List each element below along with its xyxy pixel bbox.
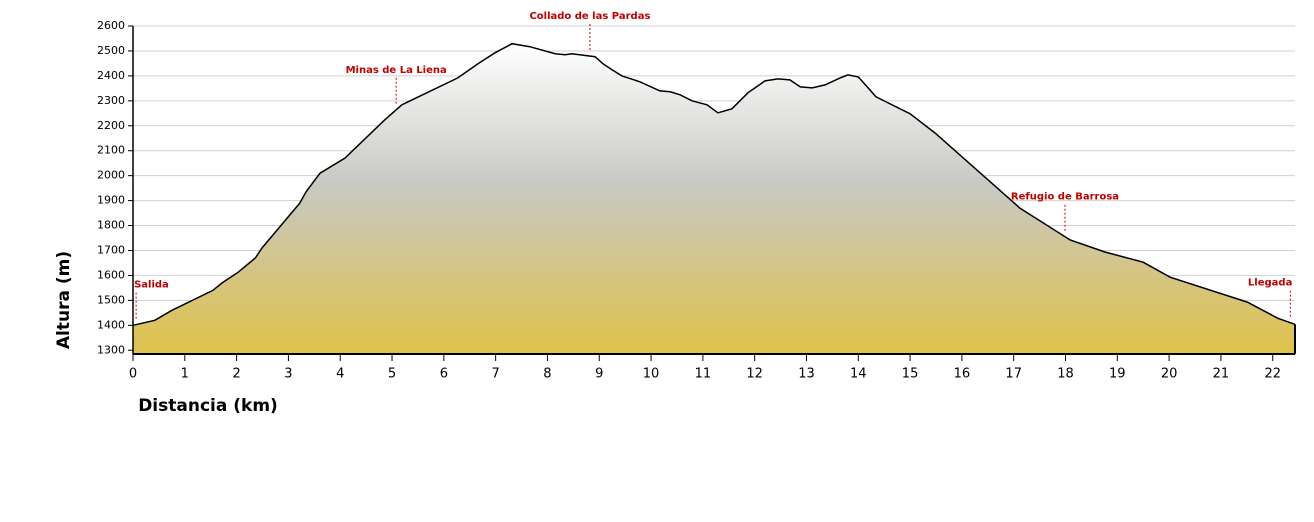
profile-line	[132, 42, 1296, 327]
x-tick-label: 3	[284, 367, 292, 382]
x-tick-label: 0	[129, 367, 137, 382]
y-tick-label: 2400	[97, 69, 125, 82]
y-tick-label: 1800	[97, 219, 125, 232]
x-tick-label: 16	[954, 367, 971, 382]
y-tick-label: 2000	[97, 169, 125, 182]
annotation-label: Salida	[134, 280, 169, 291]
y-axis-label: Altura (m)	[54, 251, 74, 349]
x-tick-label: 11	[695, 367, 712, 382]
y-tick-label: 1300	[97, 343, 125, 356]
y-tick-label: 1500	[97, 293, 125, 306]
x-tick-label: 18	[1057, 367, 1074, 382]
x-tick-label: 2	[232, 367, 240, 382]
x-tick-label: 14	[850, 367, 867, 382]
x-tick-label: 4	[336, 367, 344, 382]
y-tick-label: 2600	[97, 19, 125, 32]
y-tick-label: 2200	[97, 119, 125, 132]
y-tick-label: 1400	[97, 318, 125, 331]
y-tick-label: 2300	[97, 94, 125, 107]
x-tick-label: 5	[388, 367, 396, 382]
annotation-label: Refugio de Barrosa	[1011, 192, 1119, 203]
area-fill	[133, 43, 1295, 354]
y-tick-label: 1700	[97, 243, 125, 256]
x-tick-label: 21	[1213, 367, 1230, 382]
x-axis-label: Distancia (km)	[138, 396, 278, 416]
x-tick-label: 15	[902, 367, 919, 382]
x-tick-label: 19	[1109, 367, 1126, 382]
x-tick-label: 12	[746, 367, 763, 382]
annotation-label: Llegada	[1248, 278, 1292, 289]
x-tick-label: 22	[1264, 367, 1281, 382]
y-tick-label: 1600	[97, 268, 125, 281]
x-tick-label: 9	[595, 367, 603, 382]
x-tick-label: 17	[1005, 367, 1022, 382]
x-tick-label: 13	[798, 367, 815, 382]
x-tick-label: 20	[1161, 367, 1178, 382]
y-tick-label: 1900	[97, 194, 125, 207]
x-tick-label: 10	[643, 367, 660, 382]
annotation-label: Minas de La Liena	[346, 65, 447, 76]
x-tick-label: 7	[491, 367, 499, 382]
y-tick-label: 2100	[97, 144, 125, 157]
y-tick-label: 2500	[97, 44, 125, 57]
x-tick-label: 6	[440, 367, 448, 382]
x-tick-label: 1	[181, 367, 189, 382]
x-tick-label: 8	[543, 367, 551, 382]
annotation-label: Collado de las Pardas	[529, 11, 650, 22]
